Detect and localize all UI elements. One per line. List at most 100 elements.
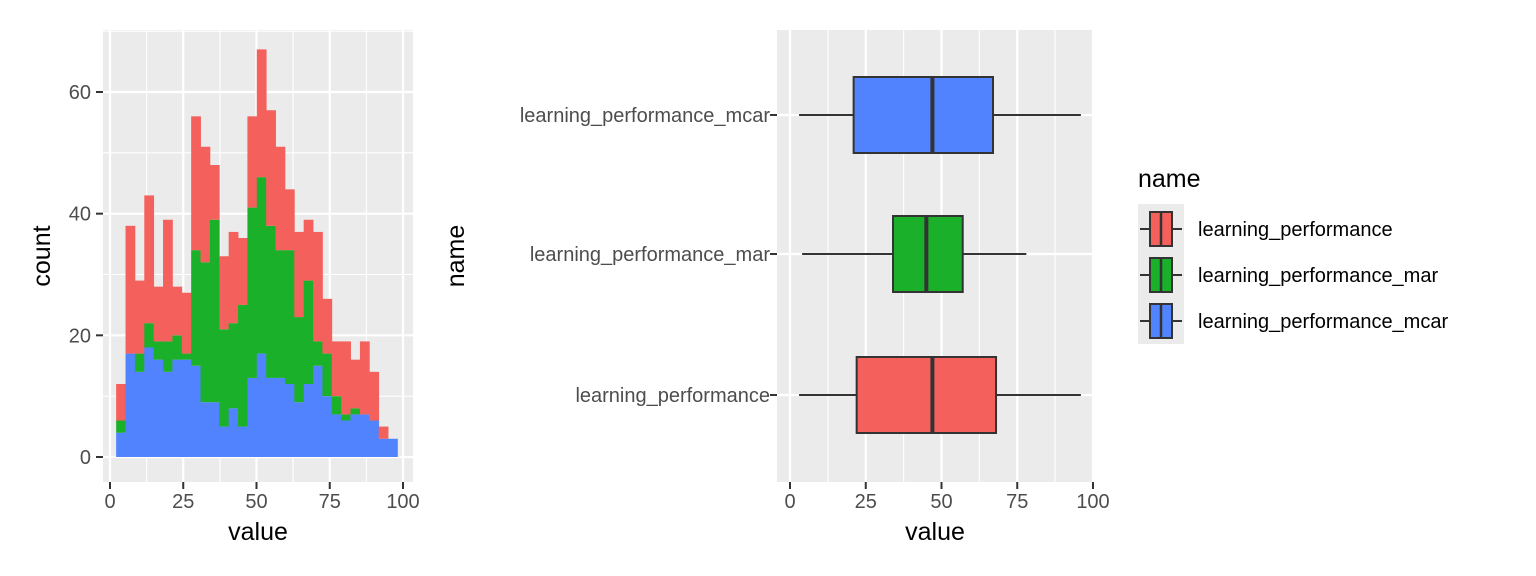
histogram-bar-learning_performance	[331, 341, 342, 397]
histogram-bar-learning_performance_mar	[331, 396, 342, 415]
histogram-y-tick-label: 40	[69, 204, 91, 226]
legend-label: learning_performance_mcar	[1198, 311, 1448, 333]
histogram-bar-learning_performance_mar	[181, 353, 192, 360]
histogram-x-tick-label: 75	[319, 491, 341, 513]
histogram-bar-learning_performance_mar	[266, 225, 276, 378]
histogram-y-tick-label: 20	[69, 325, 91, 347]
histogram-x-tick-label: 25	[172, 491, 194, 513]
histogram-bar-learning_performance_mar	[256, 177, 267, 354]
histogram-y-tick-label: 0	[80, 447, 91, 469]
legend-label: learning_performance_mar	[1198, 265, 1438, 287]
histogram-bar-learning_performance_mcar	[134, 371, 145, 457]
boxplot-x-tick-label: 25	[855, 491, 877, 513]
histogram-bar-learning_performance	[284, 189, 295, 251]
histogram-bar-learning_performance_mcar	[219, 426, 230, 457]
histogram-bar-learning_performance	[313, 231, 323, 342]
histogram-bar-learning_performance_mcar	[238, 426, 248, 457]
histogram-bar-learning_performance_mcar	[153, 359, 164, 457]
histogram-bar-learning_performance_mar	[134, 353, 145, 372]
histogram-bar-learning_performance_mar	[303, 280, 314, 384]
histogram-x-tick-label: 0	[104, 491, 115, 513]
histogram-bar-learning_performance_mcar	[275, 377, 286, 457]
histogram-bar-learning_performance_mar	[238, 304, 248, 427]
histogram-bar-learning_performance_mar	[275, 250, 286, 378]
histogram-bar-learning_performance_mar	[172, 335, 183, 360]
histogram-bar-learning_performance_mar	[116, 420, 126, 433]
histogram-bar-learning_performance_mcar	[228, 408, 239, 457]
histogram-bar-learning_performance	[209, 165, 220, 220]
histogram-bar-learning_performance	[359, 341, 370, 415]
histogram-bar-learning_performance	[228, 231, 239, 324]
histogram-bar-learning_performance_mcar	[331, 414, 342, 457]
histogram-bar-learning_performance	[322, 298, 333, 354]
histogram-bar-learning_performance	[181, 292, 192, 354]
histogram-bar-learning_performance_mar	[153, 341, 164, 360]
histogram-bar-learning_performance_mcar	[284, 384, 295, 457]
histogram-bar-learning_performance	[247, 116, 258, 208]
histogram-bar-learning_performance_mcar	[369, 420, 380, 457]
histogram-bar-learning_performance_mcar	[209, 402, 220, 457]
histogram-bar-learning_performance_mar	[350, 408, 361, 415]
histogram-bar-learning_performance_mar	[313, 341, 323, 366]
histogram-bar-learning_performance	[134, 280, 145, 354]
histogram-bar-learning_performance_mcar	[341, 420, 351, 457]
boxplot-y-tick-label: learning_performance	[575, 385, 770, 407]
histogram-bar-learning_performance	[144, 195, 155, 324]
boxplot-y-tick-label: learning_performance_mar	[530, 244, 770, 266]
histogram-bar-learning_performance_mar	[209, 219, 220, 403]
histogram-bar-learning_performance	[266, 110, 276, 226]
boxplot-x-tick-label: 50	[930, 491, 952, 513]
boxplot-box-learning_performance	[855, 356, 998, 434]
histogram-bar-learning_performance_mcar	[247, 377, 258, 457]
histogram-bar-learning_performance_mcar	[359, 414, 370, 457]
histogram-bar-learning_performance	[200, 146, 211, 263]
boxplot-y-tick-label: learning_performance_mcar	[520, 105, 770, 127]
histogram-bar-learning_performance_mcar	[313, 365, 323, 457]
histogram-y-tick-label: 60	[69, 82, 91, 104]
histogram-bar-learning_performance	[163, 219, 173, 342]
histogram-bar-learning_performance	[369, 371, 380, 421]
histogram-bar-learning_performance	[125, 225, 136, 354]
histogram-bar-learning_performance	[350, 359, 361, 409]
histogram-bar-learning_performance	[172, 286, 183, 336]
legend-title: name	[1138, 165, 1201, 193]
histogram-bar-learning_performance	[116, 384, 126, 421]
histogram-bar-learning_performance_mar	[247, 207, 258, 378]
histogram-bar-learning_performance_mar	[294, 317, 305, 403]
boxplot-y-axis-title: name	[442, 225, 470, 288]
histogram-bar-learning_performance_mcar	[181, 359, 192, 457]
histogram-bar-learning_performance_mar	[200, 262, 211, 403]
histogram-bar-learning_performance_mcar	[200, 402, 211, 457]
boxplot-x-axis-title: value	[905, 518, 965, 546]
histogram-bar-learning_performance	[341, 341, 351, 415]
histogram-bar-learning_performance_mcar	[266, 377, 276, 457]
histogram-bar-learning_performance	[153, 286, 164, 342]
histogram-bar-learning_performance	[238, 238, 248, 305]
histogram-bar-learning_performance_mcar	[116, 432, 126, 457]
histogram-bar-learning_performance_mcar	[191, 365, 201, 457]
histogram-bar-learning_performance_mcar	[303, 384, 314, 457]
histogram-bar-learning_performance	[378, 426, 389, 439]
histogram-bar-learning_performance	[294, 231, 305, 318]
histogram-x-tick-label: 50	[245, 491, 267, 513]
histogram-bar-learning_performance_mar	[219, 329, 230, 427]
histogram-bar-learning_performance_mcar	[163, 371, 173, 457]
histogram-bar-learning_performance_mcar	[294, 402, 305, 457]
histogram-bar-learning_performance_mar	[284, 250, 295, 384]
histogram-bar-learning_performance	[256, 49, 267, 178]
histogram-bar-learning_performance_mcar	[378, 438, 389, 457]
legend-label: learning_performance	[1198, 219, 1393, 241]
histogram-bar-learning_performance_mcar	[256, 353, 267, 457]
histogram-bar-learning_performance_mcar	[322, 396, 333, 457]
histogram-bar-learning_performance_mcar	[172, 359, 183, 457]
boxplot-x-tick-label: 100	[1076, 491, 1109, 513]
histogram-y-axis-title: count	[28, 225, 56, 286]
histogram-bar-learning_performance	[219, 256, 230, 330]
histogram-bar-learning_performance_mar	[163, 341, 173, 372]
histogram-bar-learning_performance_mar	[144, 323, 155, 348]
histogram-bar-learning_performance_mar	[322, 353, 333, 397]
histogram-bar-learning_performance_mcar	[144, 347, 155, 457]
histogram-bar-learning_performance_mar	[191, 250, 201, 366]
